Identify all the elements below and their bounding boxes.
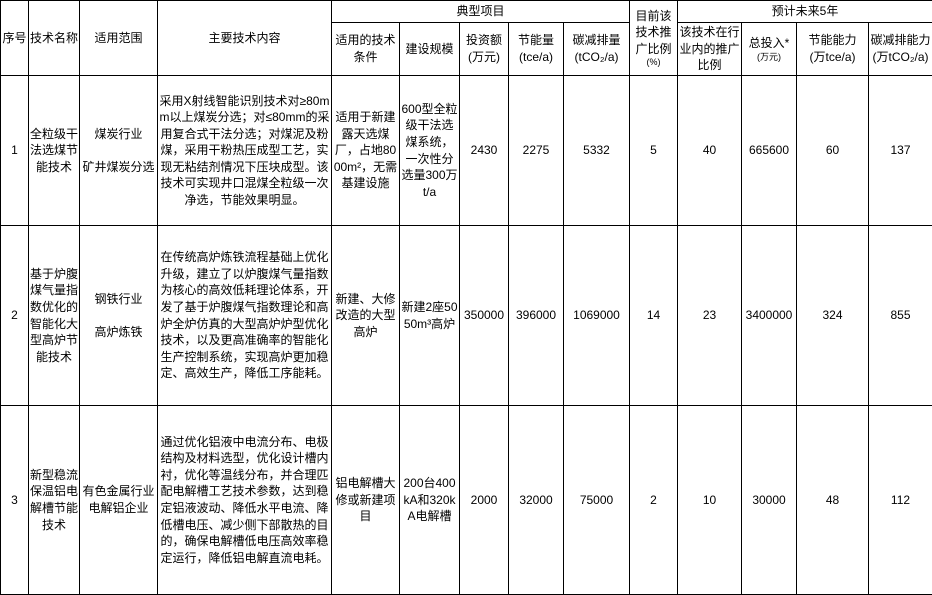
cell-tech-name: 新型稳流保温铝电解槽节能技术	[29, 406, 80, 595]
cell-carbon-reduction: 75000	[564, 406, 630, 595]
cell-investment: 2000	[460, 406, 509, 595]
cell-industry-ratio: 40	[678, 76, 742, 226]
cell-scope: 煤炭行业 矿井煤炭分选	[80, 76, 158, 226]
current-ratio-label: 目前该技术推广比例	[635, 9, 671, 56]
col-header-scale: 建设规模	[400, 23, 460, 76]
cell-tech-name: 基于炉腹煤气量指数优化的智能化大型高炉节能技术	[29, 226, 80, 406]
cell-seq: 2	[1, 226, 29, 406]
cell-energy-saving: 396000	[509, 226, 564, 406]
cell-seq: 1	[1, 76, 29, 226]
cell-condition: 适用于新建露天选煤厂，占地8000m²，无需基建设施	[332, 76, 400, 226]
col-header-carbon-reduction: 碳减排量 (tCO₂/a)	[564, 23, 630, 76]
cell-current-ratio: 2	[630, 406, 678, 595]
group-header-typical-project: 典型项目	[332, 1, 630, 23]
cell-carbon-capacity: 137	[869, 76, 932, 226]
col-header-content: 主要技术内容	[158, 1, 332, 76]
cell-content: 采用X射线智能识别技术对≥80mm以上煤炭分选；对≤80mm的采用复合式干法分选…	[158, 76, 332, 226]
cell-scale: 新建2座5050m³高炉	[400, 226, 460, 406]
cell-energy-saving: 32000	[509, 406, 564, 595]
cell-industry-ratio: 23	[678, 226, 742, 406]
col-header-total-input: 总投入* (万元)	[742, 23, 797, 76]
cell-carbon-capacity: 855	[869, 226, 932, 406]
cell-saving-capacity: 48	[797, 406, 869, 595]
group-header-forecast-5yr: 预计未来5年	[678, 1, 932, 23]
cell-scale: 200台400kA和320kA电解槽	[400, 406, 460, 595]
cell-investment: 350000	[460, 226, 509, 406]
current-ratio-unit: (%)	[631, 57, 676, 68]
table-row: 3 新型稳流保温铝电解槽节能技术 有色金属行业 电解铝企业 通过优化铝液中电流分…	[1, 406, 932, 595]
col-header-saving-capacity: 节能能力 (万tce/a)	[797, 23, 869, 76]
cell-content: 通过优化铝液中电流分布、电极结构及材料选型，优化设计槽内衬，优化等温线分布，并合…	[158, 406, 332, 595]
cell-industry-ratio: 10	[678, 406, 742, 595]
cell-condition: 铝电解槽大修或新建项目	[332, 406, 400, 595]
cell-saving-capacity: 324	[797, 226, 869, 406]
cell-scope: 有色金属行业 电解铝企业	[80, 406, 158, 595]
cell-condition: 新建、大修改造的大型高炉	[332, 226, 400, 406]
cell-investment: 2430	[460, 76, 509, 226]
col-header-industry-ratio: 该技术在行业内的推广比例	[678, 23, 742, 76]
col-header-condition: 适用的技术条件	[332, 23, 400, 76]
cell-total-input: 30000	[742, 406, 797, 595]
cell-energy-saving: 2275	[509, 76, 564, 226]
cell-total-input: 665600	[742, 76, 797, 226]
col-header-investment: 投资额 (万元)	[460, 23, 509, 76]
col-header-seq: 序号	[1, 1, 29, 76]
header-row-top: 序号 技术名称 适用范围 主要技术内容 典型项目 目前该技术推广比例(%) 预计…	[1, 1, 932, 23]
col-header-current-ratio: 目前该技术推广比例(%)	[630, 1, 678, 76]
cell-seq: 3	[1, 406, 29, 595]
cell-carbon-capacity: 112	[869, 406, 932, 595]
cell-tech-name: 全粒级干法选煤节能技术	[29, 76, 80, 226]
cell-total-input: 3400000	[742, 226, 797, 406]
cell-scope: 钢铁行业 高炉炼铁	[80, 226, 158, 406]
cell-carbon-reduction: 1069000	[564, 226, 630, 406]
total-input-label: 总投入*	[749, 36, 790, 50]
col-header-scope: 适用范围	[80, 1, 158, 76]
total-input-unit: (万元)	[743, 52, 795, 63]
col-header-carbon-capacity: 碳减排能力(万tCO₂/a)	[869, 23, 932, 76]
table-row: 2 基于炉腹煤气量指数优化的智能化大型高炉节能技术 钢铁行业 高炉炼铁 在传统高…	[1, 226, 932, 406]
col-header-energy-saving: 节能量 (tce/a)	[509, 23, 564, 76]
cell-content: 在传统高炉炼铁流程基础上优化升级，建立了以炉腹煤气量指数为核心的高效低耗理论体系…	[158, 226, 332, 406]
table-row: 1 全粒级干法选煤节能技术 煤炭行业 矿井煤炭分选 采用X射线智能识别技术对≥8…	[1, 76, 932, 226]
cell-scale: 600型全粒级干法选煤系统，一次性分选量300万t/a	[400, 76, 460, 226]
cell-saving-capacity: 60	[797, 76, 869, 226]
col-header-tech-name: 技术名称	[29, 1, 80, 76]
cell-current-ratio: 14	[630, 226, 678, 406]
cell-current-ratio: 5	[630, 76, 678, 226]
cell-carbon-reduction: 5332	[564, 76, 630, 226]
